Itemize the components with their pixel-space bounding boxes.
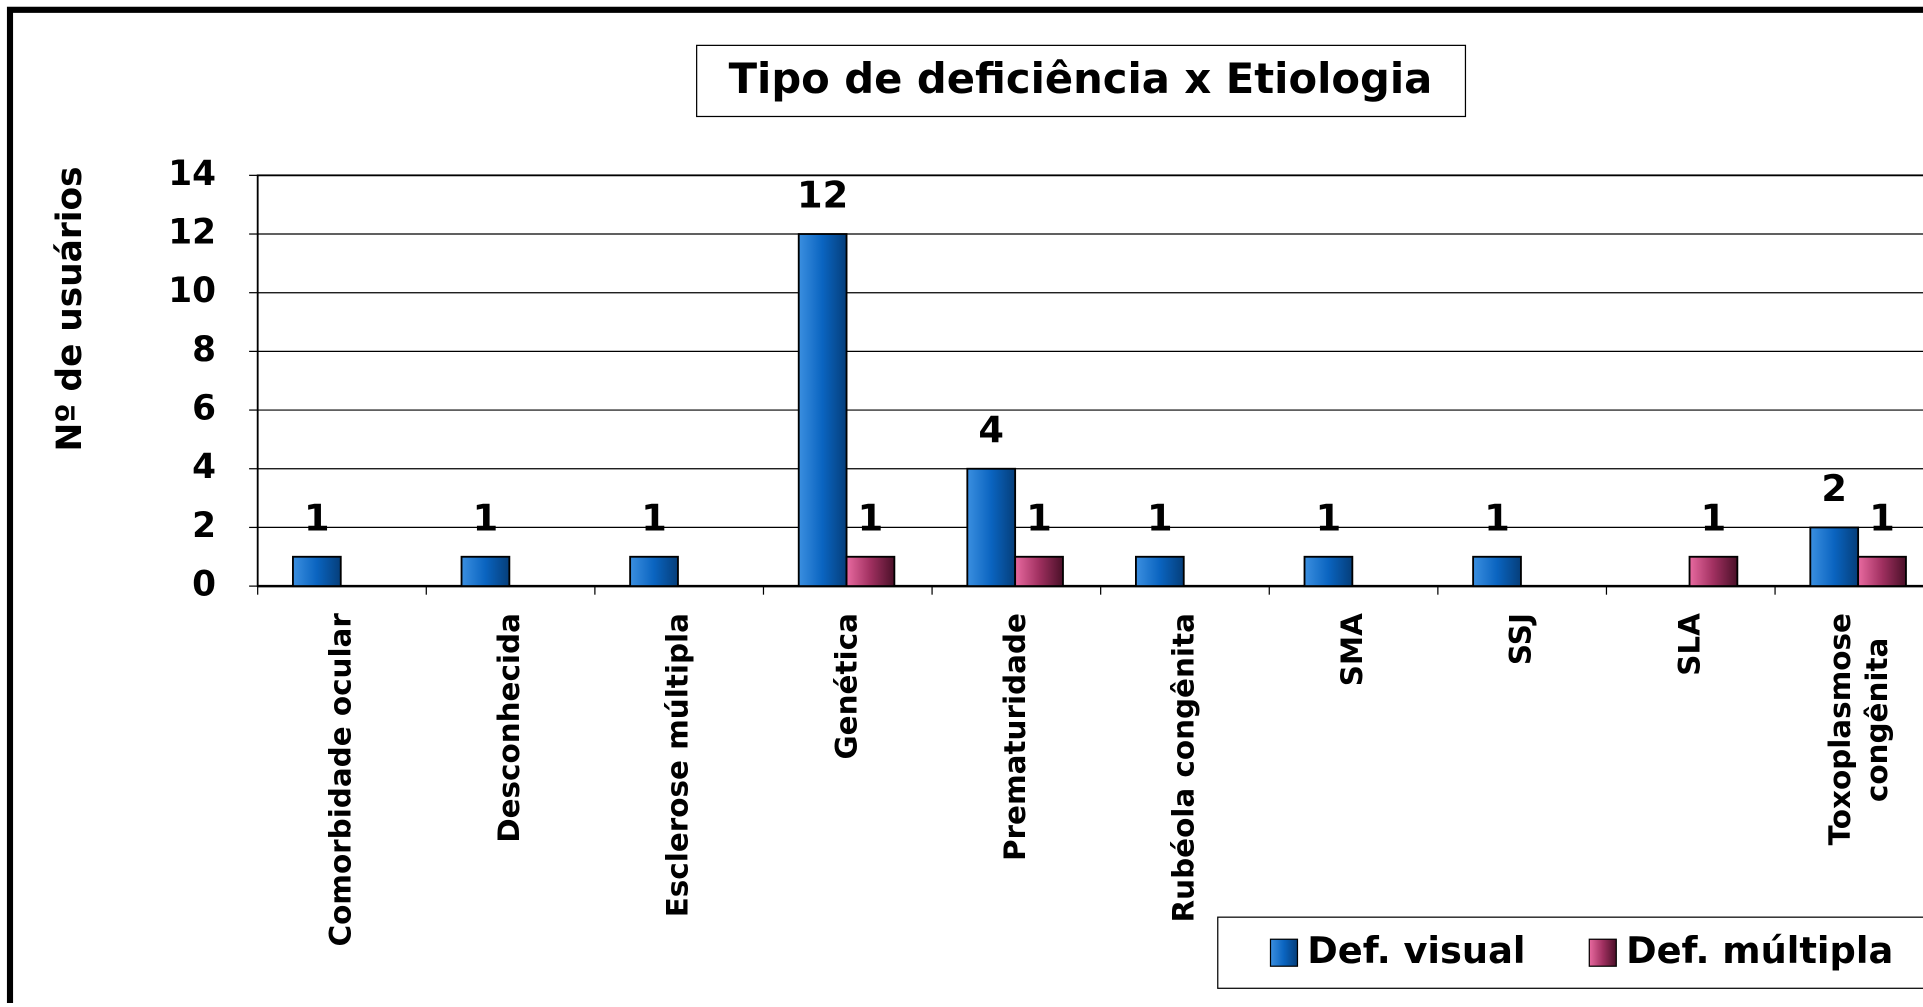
y-tick-label: 12 xyxy=(168,213,216,253)
bar xyxy=(1857,555,1907,588)
y-tick-label: 2 xyxy=(192,506,216,546)
title-box xyxy=(696,44,1467,118)
plot-area xyxy=(256,174,1923,588)
bar xyxy=(1688,555,1739,588)
x-tick-label: SSJ xyxy=(1504,613,1538,665)
legend-label: Def. múltipla xyxy=(1626,929,1893,972)
x-tick-label: Rubéola congênita xyxy=(1166,613,1200,922)
frame xyxy=(6,6,1923,1007)
x-tick-label: Genética xyxy=(829,613,863,759)
data-label: 1 xyxy=(304,496,330,539)
x-tick-label: SMA xyxy=(1335,613,1369,686)
x-tick-label: Comorbidade ocular xyxy=(323,613,357,947)
data-label: 1 xyxy=(858,496,884,539)
x-tick-label-line: congênita xyxy=(1859,638,1893,802)
y-tick-label: 0 xyxy=(192,565,216,605)
data-label: 2 xyxy=(1821,467,1847,510)
y-tick-label: 10 xyxy=(168,271,216,311)
data-label: 1 xyxy=(641,496,667,539)
x-tick-label: Esclerose múltipla xyxy=(661,613,695,917)
bar xyxy=(629,555,679,588)
x-tick-label: Desconhecida xyxy=(492,613,526,843)
bar xyxy=(1303,555,1354,588)
data-label: 4 xyxy=(978,408,1004,451)
legend-swatch xyxy=(1269,938,1299,967)
data-label: 1 xyxy=(1701,496,1727,539)
chart-title: Tipo de deficiência x Etiologia xyxy=(729,54,1433,103)
y-tick-label: 6 xyxy=(192,389,216,429)
data-label: 1 xyxy=(1484,496,1510,539)
data-label: 1 xyxy=(1869,496,1895,539)
y-tick-label: 14 xyxy=(168,154,216,194)
data-label: 1 xyxy=(1316,496,1342,539)
y-axis-label: Nº de usuários xyxy=(50,166,90,451)
x-tick-label-line: Toxoplasmose xyxy=(1822,613,1856,845)
x-tick-label: SLA xyxy=(1672,613,1706,676)
data-label: 1 xyxy=(1026,496,1052,539)
bar xyxy=(1809,526,1860,588)
bar xyxy=(966,467,1017,588)
x-tick-label: Prematuridade xyxy=(998,613,1032,861)
x-tick-label: Toxoplasmose congênita xyxy=(1822,613,1893,845)
bar xyxy=(1014,555,1064,588)
bar xyxy=(292,555,342,588)
y-tick-label: 4 xyxy=(192,447,216,487)
bar xyxy=(845,555,896,588)
bar xyxy=(1472,555,1522,588)
data-label: 1 xyxy=(473,496,499,539)
data-label: 1 xyxy=(1147,496,1173,539)
data-label: 12 xyxy=(797,174,848,217)
legend-label: Def. visual xyxy=(1307,929,1525,972)
y-tick-label: 8 xyxy=(192,330,216,370)
bar xyxy=(460,555,511,588)
legend-swatch xyxy=(1588,938,1617,967)
bar xyxy=(1135,555,1185,588)
bar xyxy=(797,233,848,588)
legend-box xyxy=(1217,916,1923,989)
